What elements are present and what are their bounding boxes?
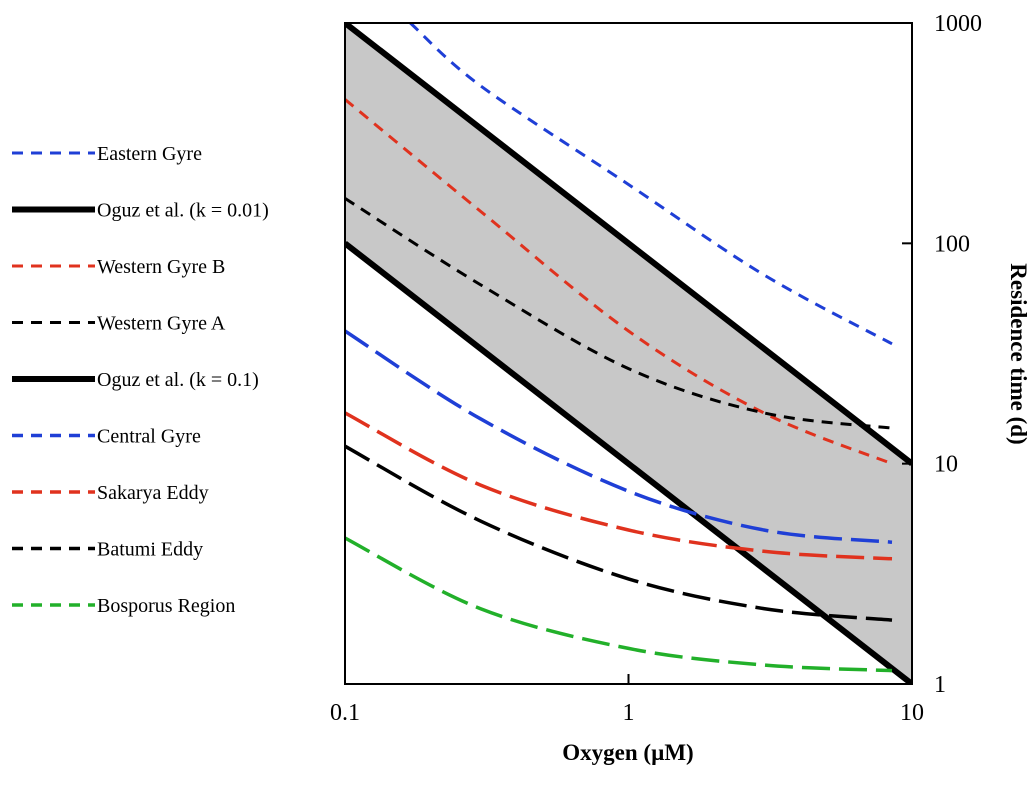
x-tick-label: 0.1 (330, 700, 360, 726)
series-line-eastern-gyre (409, 23, 893, 346)
x-tick-label: 1 (623, 700, 635, 726)
legend-label: Eastern Gyre (97, 143, 202, 165)
x-tick-label: 10 (900, 700, 924, 726)
y-tick-label: 10 (934, 452, 958, 478)
legend-item-western-gyre-b: Western Gyre B (12, 256, 225, 278)
y-tick-label: 1000 (934, 11, 982, 37)
series-line-sakarya-eddy (345, 411, 893, 561)
legend-label: Batumi Eddy (97, 539, 203, 561)
legend-label: Oguz et al. (k = 0.01) (97, 200, 269, 222)
legend-label: Oguz et al. (k = 0.1) (97, 369, 259, 391)
legend-item-bosporus-region: Bosporus Region (12, 595, 235, 617)
legend-item-eastern-gyre: Eastern Gyre (12, 143, 202, 165)
axes: 0.1 1 10 1 10 100 1000 (330, 11, 982, 726)
y-axis-title: Residence time (d) (1006, 263, 1031, 444)
legend-item-sakarya-eddy: Sakarya Eddy (12, 482, 209, 504)
plot-series (345, 23, 912, 684)
series-line-central-gyre (345, 329, 893, 544)
legend-item-oguz-et-al-k-0-1: Oguz et al. (k = 0.1) (12, 369, 259, 391)
shaded-region (345, 23, 912, 684)
legend-label: Central Gyre (97, 426, 201, 448)
legend-item-central-gyre: Central Gyre (12, 426, 201, 448)
series-line-bosporus-region (345, 536, 893, 673)
legend-item-oguz-et-al-k-0-01: Oguz et al. (k = 0.01) (12, 200, 269, 222)
legend-label: Bosporus Region (97, 595, 235, 617)
legend-label: Sakarya Eddy (97, 482, 209, 504)
legend-label: Western Gyre A (97, 313, 226, 335)
legend-item-western-gyre-a: Western Gyre A (12, 313, 226, 335)
series-line-western-gyre-b (345, 98, 893, 466)
y-tick-label: 1 (934, 672, 946, 698)
plot-area (345, 23, 912, 684)
x-axis-title: Oxygen (µM) (562, 740, 693, 765)
legend-label: Western Gyre B (97, 256, 225, 278)
series-line-batumi-eddy (345, 444, 893, 622)
series-line-oguz-et-al-k-0-1 (345, 240, 912, 684)
legend-item-batumi-eddy: Batumi Eddy (12, 539, 203, 561)
series-line-western-gyre-a (345, 197, 893, 430)
y-tick-label: 100 (934, 231, 970, 257)
series-line-oguz-et-al-k-0-01 (345, 23, 912, 467)
legend: Eastern Gyre Oguz et al. (k = 0.01) Wester… (12, 143, 269, 617)
